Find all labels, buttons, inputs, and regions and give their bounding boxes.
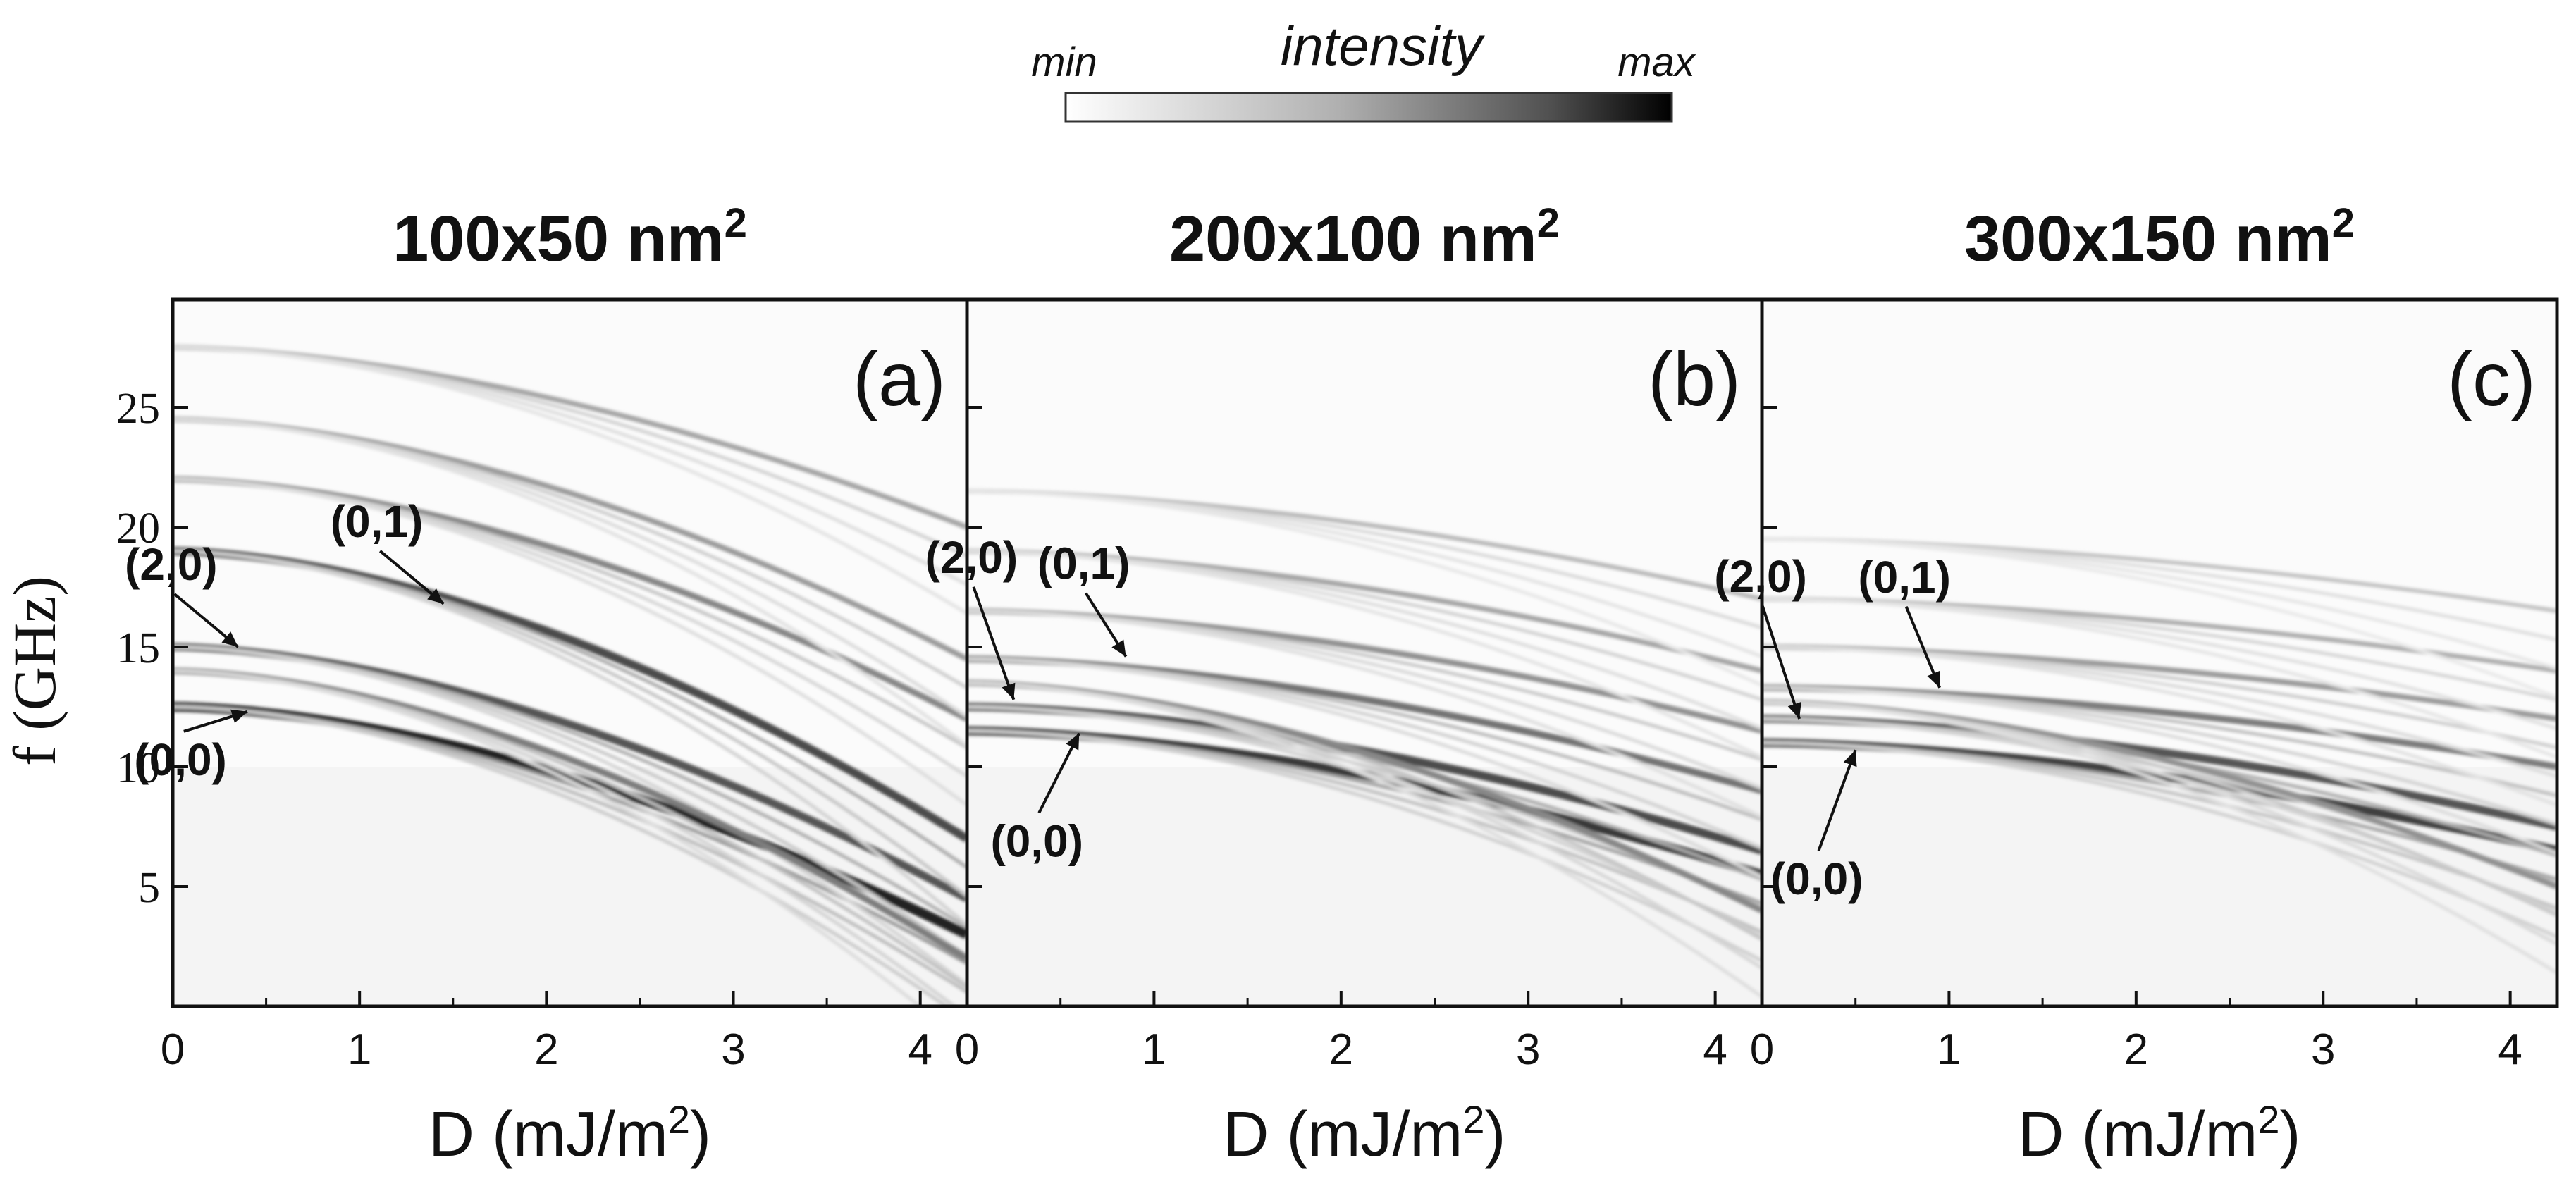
panel-c: 300x150 nm2 (c) 0 1 2 3 4 D (mJ/m2) (2,0) (0,1) (0… — [1714, 200, 2559, 1170]
mode-branch — [967, 609, 1762, 819]
mode-branch — [173, 549, 967, 927]
mode-branch — [967, 489, 1762, 687]
mode-curves — [173, 345, 967, 1006]
colorbar-min-label: min — [1031, 39, 1097, 85]
mode-label: (0,1) — [1037, 538, 1130, 589]
mode-curves — [1762, 537, 2557, 975]
x-axis-label: D (mJ/m2) — [2018, 1097, 2300, 1170]
x-tick-label: 1 — [347, 1025, 371, 1074]
plot-frame — [1760, 297, 2559, 1008]
mode-branch — [1762, 686, 2557, 855]
y-tick-label: 10 — [116, 744, 160, 792]
mode-label: (0,1) — [1858, 552, 1951, 603]
mode-branch — [1762, 597, 2557, 759]
mode-label: (2,0) — [925, 532, 1018, 583]
mode-label: (0,0) — [990, 815, 1083, 866]
colorbar-label: intensity — [1281, 15, 1485, 77]
panel-b: 200x100 nm2 (b) 0 1 2 3 4 D (mJ/m2) (2,0) (0,1) (0… — [925, 200, 1764, 1170]
arrow-head — [1787, 701, 1801, 719]
x-tick-label: 0 — [1750, 1025, 1774, 1074]
panel-letter: (b) — [1648, 336, 1741, 421]
colorbar-gradient — [1064, 92, 1673, 123]
panel-title: 200x100 nm2 — [1169, 200, 1560, 275]
x-tick-label: 3 — [721, 1025, 745, 1074]
arrow-head — [1927, 670, 1940, 688]
colorbar-max-label: max — [1617, 39, 1696, 85]
y-tick-label: 15 — [116, 624, 160, 672]
y-tick-label: 20 — [116, 505, 160, 553]
annotation-arrow — [1817, 749, 1857, 851]
x-tick-label: 3 — [1516, 1025, 1540, 1074]
x-tick-label: 2 — [534, 1025, 558, 1074]
mode-branch — [967, 729, 1762, 963]
mode-branch — [1762, 741, 2557, 939]
x-tick-label: 1 — [1937, 1025, 1961, 1074]
mode-branch — [173, 645, 967, 987]
y-tick-label: 25 — [116, 385, 160, 433]
mode-label: (2,0) — [1714, 551, 1807, 602]
mode-curves — [967, 488, 1762, 999]
panel-title: 300x150 nm2 — [1964, 200, 2355, 275]
arrow-head — [1843, 750, 1857, 767]
mode-branch — [1762, 537, 2557, 699]
colorbar: intensity min max — [1031, 15, 1696, 123]
y-axis-label: f (GHz) — [1, 576, 68, 766]
x-tick-label: 4 — [1703, 1025, 1727, 1074]
mode-label: (0,1) — [331, 496, 424, 547]
mode-branch — [967, 549, 1762, 759]
arrow-head — [230, 709, 248, 723]
x-tick-label: 1 — [1142, 1025, 1166, 1074]
arrow-head — [1111, 639, 1126, 657]
arrow-head — [221, 631, 238, 647]
x-tick-label: 3 — [2311, 1025, 2335, 1074]
y-tick-label: 5 — [138, 864, 160, 912]
mode-label: (2,0) — [125, 539, 218, 590]
arrow-head — [1066, 733, 1080, 751]
x-axis-label: D (mJ/m2) — [429, 1097, 711, 1170]
panel-letter: (a) — [853, 336, 946, 421]
mode-branch — [173, 417, 967, 747]
panel-letter: (c) — [2447, 336, 2536, 421]
arrow-head — [427, 588, 444, 604]
x-tick-label: 4 — [2498, 1025, 2522, 1074]
mode-label: (0,0) — [134, 734, 227, 785]
x-tick-label: 2 — [2124, 1025, 2148, 1074]
mode-branch — [1762, 645, 2557, 807]
annotation-arrow — [1761, 605, 1801, 720]
mode-label: (0,0) — [1770, 853, 1863, 904]
mode-branch — [173, 705, 950, 1006]
annotation-arrow — [972, 586, 1016, 700]
x-tick-label: 0 — [955, 1025, 979, 1074]
panel-a: 100x50 nm2 (a) 0 1 2 3 4 5 10 15 20 25 D (mJ/m2) (2,0… — [116, 200, 969, 1170]
mode-branch — [173, 345, 967, 615]
x-tick-label: 0 — [161, 1025, 185, 1074]
mode-branch — [1762, 700, 2557, 975]
panel-title: 100x50 nm2 — [393, 200, 747, 275]
x-axis-label: D (mJ/m2) — [1223, 1097, 1505, 1170]
x-tick-label: 4 — [908, 1025, 932, 1074]
mode-branch — [173, 669, 923, 1006]
mode-branch — [967, 657, 1762, 879]
mode-branch — [967, 681, 1762, 999]
plot-upper-background — [173, 300, 967, 767]
x-tick-label: 2 — [1329, 1025, 1353, 1074]
mode-branch — [173, 477, 967, 807]
arrow-head — [1002, 682, 1016, 700]
